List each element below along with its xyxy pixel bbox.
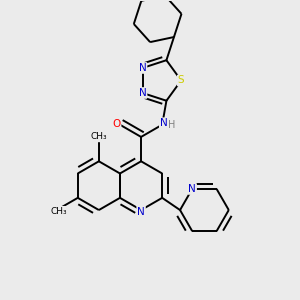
Text: S: S <box>178 76 184 85</box>
Text: N: N <box>139 88 146 98</box>
Text: N: N <box>137 206 145 217</box>
Text: O: O <box>112 119 121 129</box>
Text: N: N <box>160 118 168 128</box>
Text: CH₃: CH₃ <box>50 207 67 216</box>
Text: N: N <box>188 184 196 194</box>
Text: N: N <box>139 63 146 73</box>
Text: H: H <box>168 120 176 130</box>
Text: CH₃: CH₃ <box>91 133 107 142</box>
